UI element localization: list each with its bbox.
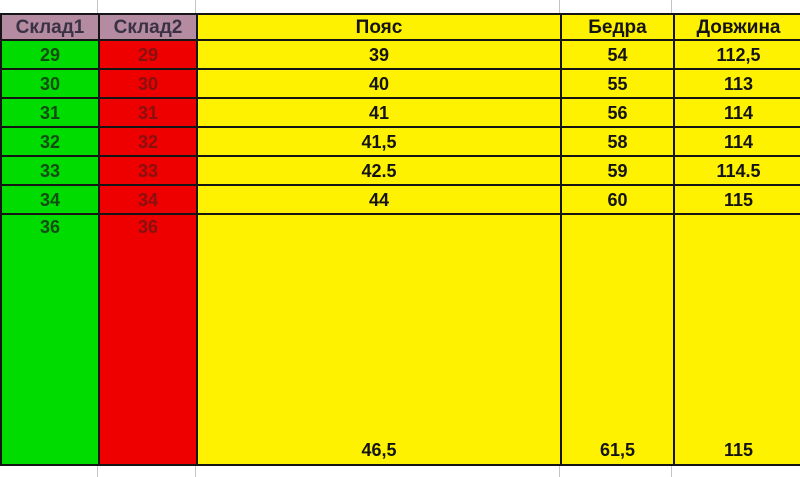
spreadsheet-grid-strip-bottom [0, 466, 800, 477]
cell-r2-dovzhina[interactable]: 113 [675, 70, 800, 99]
cell-r1-sklad2[interactable]: 29 [100, 41, 198, 70]
gridline [97, 466, 98, 477]
cell-r1-sklad1[interactable]: 29 [2, 41, 100, 70]
gridline [671, 0, 672, 13]
cell-r7-dovzhina[interactable]: 115 [675, 215, 800, 464]
gridline [559, 466, 560, 477]
cell-r3-bedra[interactable]: 56 [562, 99, 675, 128]
gridline [671, 466, 672, 477]
cell-r1-bedra[interactable]: 54 [562, 41, 675, 70]
gridline [195, 466, 196, 477]
cell-r4-dovzhina[interactable]: 114 [675, 128, 800, 157]
cell-r3-dovzhina[interactable]: 114 [675, 99, 800, 128]
cell-r1-dovzhina[interactable]: 112,5 [675, 41, 800, 70]
cell-r5-dovzhina[interactable]: 114.5 [675, 157, 800, 186]
header-dovzhina[interactable]: Довжина [675, 15, 800, 41]
cell-r4-sklad1[interactable]: 32 [2, 128, 100, 157]
gridline [559, 0, 560, 13]
header-poyas[interactable]: Пояс [198, 15, 562, 41]
cell-r6-sklad1[interactable]: 34 [2, 186, 100, 215]
cell-r3-sklad2[interactable]: 31 [100, 99, 198, 128]
cell-r2-sklad1[interactable]: 30 [2, 70, 100, 99]
gridline [97, 0, 98, 13]
cell-r7-sklad1[interactable]: 36 [2, 215, 100, 464]
cell-r2-sklad2[interactable]: 30 [100, 70, 198, 99]
cell-r4-poyas[interactable]: 41,5 [198, 128, 562, 157]
cell-r5-sklad1[interactable]: 33 [2, 157, 100, 186]
header-bedra[interactable]: Бедра [562, 15, 675, 41]
header-sklad2[interactable]: Склад2 [100, 15, 198, 41]
cell-r6-bedra[interactable]: 60 [562, 186, 675, 215]
cell-r6-dovzhina[interactable]: 115 [675, 186, 800, 215]
cell-r3-poyas[interactable]: 41 [198, 99, 562, 128]
cell-r5-sklad2[interactable]: 33 [100, 157, 198, 186]
cell-r4-bedra[interactable]: 58 [562, 128, 675, 157]
spreadsheet-grid-strip-top [0, 0, 800, 13]
cell-r2-bedra[interactable]: 55 [562, 70, 675, 99]
cell-r7-sklad2[interactable]: 36 [100, 215, 198, 464]
cell-r7-bedra[interactable]: 61,5 [562, 215, 675, 464]
header-sklad1[interactable]: Склад1 [2, 15, 100, 41]
cell-r2-poyas[interactable]: 40 [198, 70, 562, 99]
cell-r6-sklad2[interactable]: 34 [100, 186, 198, 215]
cell-r7-poyas[interactable]: 46,5 [198, 215, 562, 464]
cell-r3-sklad1[interactable]: 31 [2, 99, 100, 128]
size-chart-table: Склад1 Склад2 Пояс Бедра Довжина 29 29 3… [0, 13, 800, 466]
cell-r6-poyas[interactable]: 44 [198, 186, 562, 215]
gridline [195, 0, 196, 13]
cell-r4-sklad2[interactable]: 32 [100, 128, 198, 157]
cell-r5-poyas[interactable]: 42.5 [198, 157, 562, 186]
cell-r5-bedra[interactable]: 59 [562, 157, 675, 186]
cell-r1-poyas[interactable]: 39 [198, 41, 562, 70]
